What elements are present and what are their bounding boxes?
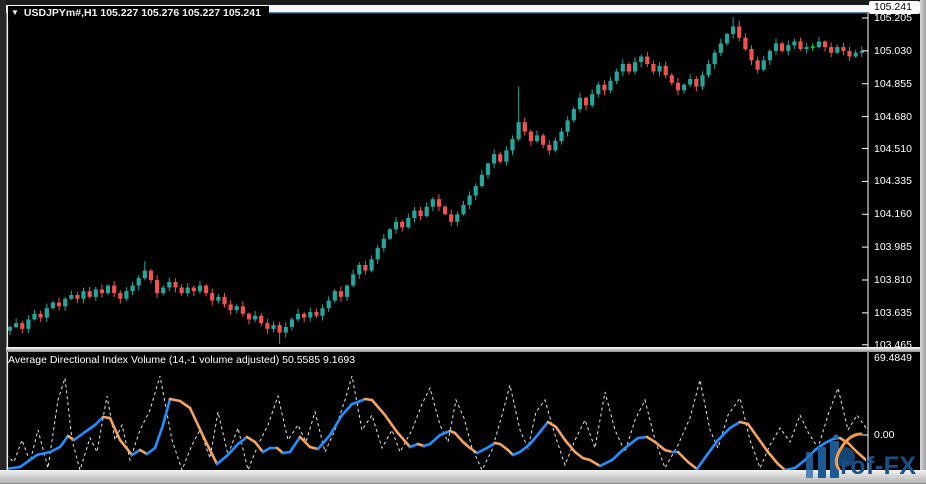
price-axis-label: 104.680 (874, 110, 912, 123)
price-axis-label: 104.855 (874, 77, 912, 90)
price-axis-label: 103.465 (874, 338, 912, 351)
current-price-tag: 105.241 (869, 1, 920, 14)
current-price-line (6, 12, 920, 14)
bottom-border (0, 470, 926, 484)
left-highlight (6, 5, 9, 470)
price-axis-label: 103.810 (874, 273, 912, 286)
indicator-title: Average Directional Index Volume (14,-1 … (8, 354, 356, 366)
top-edge (0, 0, 926, 5)
current-price-band (6, 5, 920, 12)
price-axis-label: 105.205 (874, 12, 912, 24)
indicator-axis-label: 69.4849 (874, 351, 912, 364)
indicator-axis-label: 0.00 (874, 429, 895, 441)
price-axis-label: 104.335 (874, 175, 912, 188)
axis-ticks (862, 17, 868, 436)
price-axis[interactable]: 105.205 105.030 104.855 104.680 104.510 104.3… (868, 0, 920, 470)
symbol-ohlc-text: USDJPYm#,H1 105.227 105.276 105.227 105.… (23, 7, 261, 19)
price-axis-label: 104.510 (874, 142, 912, 155)
watermark-logo (806, 432, 863, 478)
candlestick-series[interactable] (8, 17, 864, 344)
price-axis-label: 105.030 (874, 44, 912, 57)
price-axis-label: 103.985 (874, 241, 912, 254)
chart-title: ▼ USDJPYm#,H1 105.227 105.276 105.227 105… (8, 6, 269, 21)
symbol-dropdown-icon[interactable]: ▼ (11, 8, 19, 17)
watermark-text: rof-FX (840, 452, 917, 480)
price-axis-label: 104.160 (874, 208, 912, 221)
right-border (920, 0, 926, 484)
price-axis-label: 103.635 (874, 306, 912, 319)
indicator-series[interactable] (6, 375, 866, 470)
left-edge (0, 0, 6, 484)
panel-separator[interactable] (6, 347, 920, 352)
